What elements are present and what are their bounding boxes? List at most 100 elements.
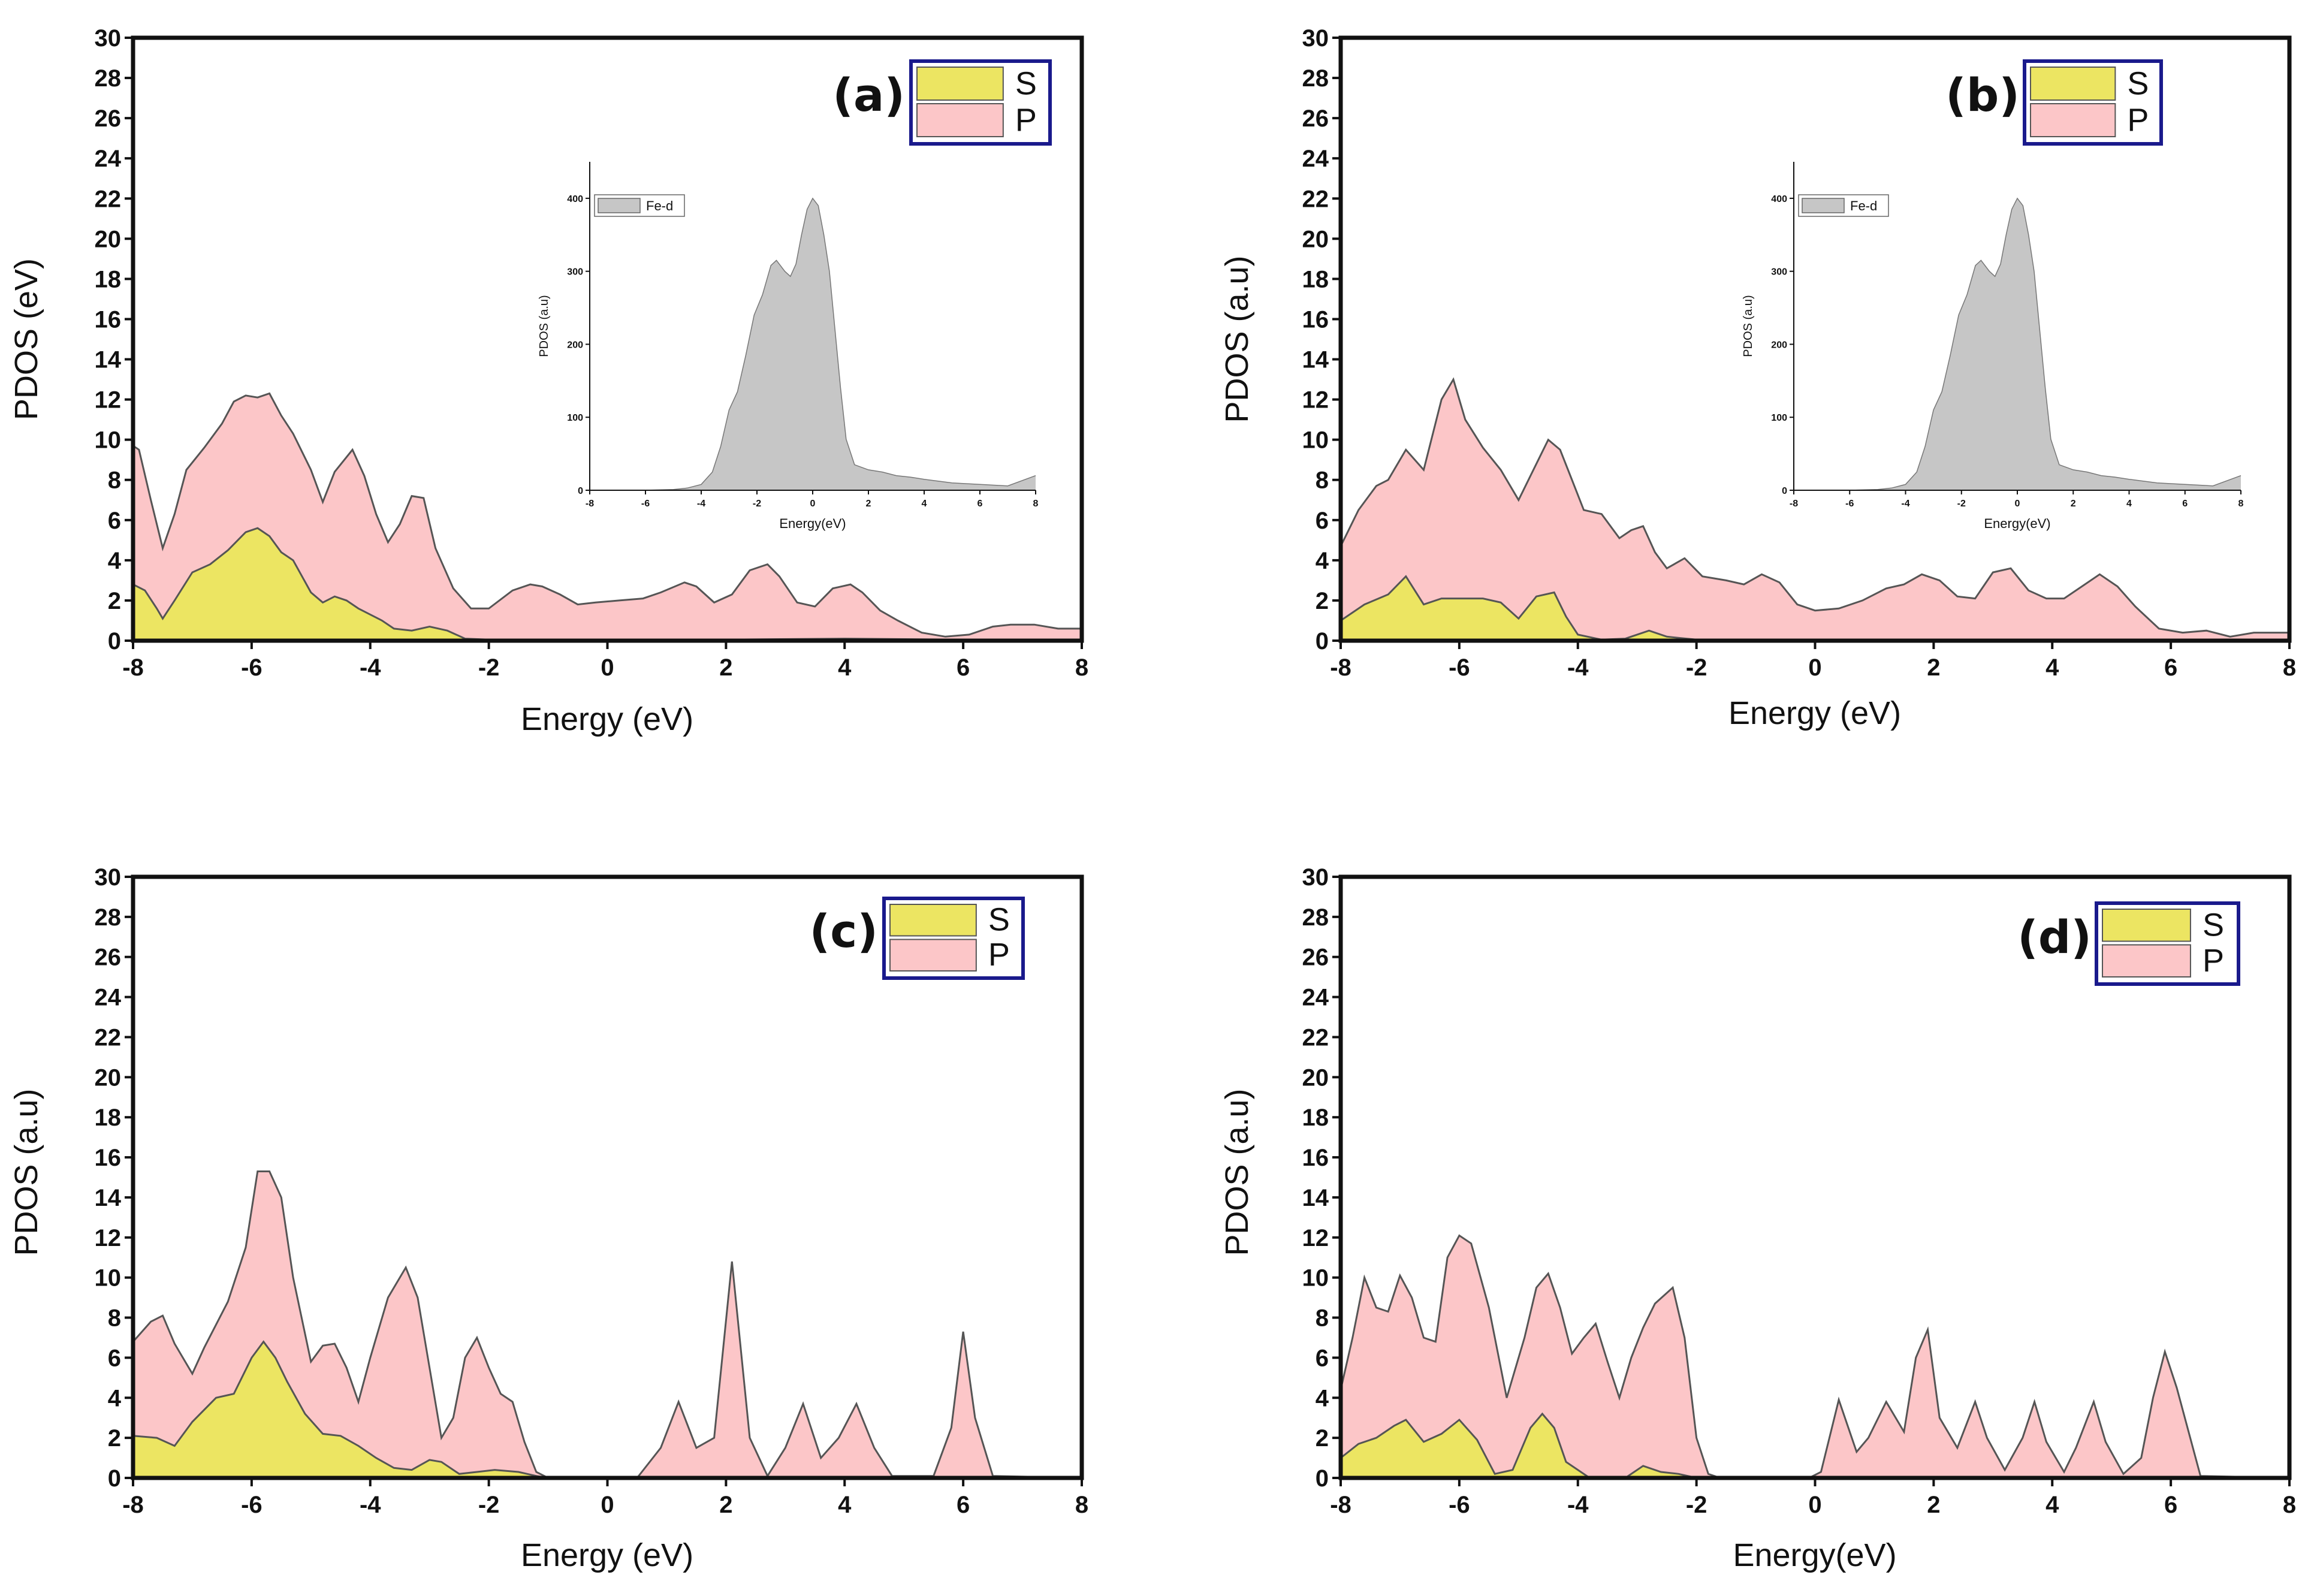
y-tick-label: 4 [1316,1385,1329,1411]
y-tick-label: 0 [108,628,121,654]
inset-legend-label: Fe-d [646,198,673,213]
series-s-curve [133,1340,1082,1478]
plot-frame [131,874,1084,1480]
inset-x-tick-label: -8 [1790,499,1798,509]
y-tick-label: 22 [95,186,122,212]
y-tick-label: 30 [95,864,122,891]
y-tick-label: 4 [108,548,122,574]
y-tick-label: 12 [1302,387,1329,414]
inset-legend-swatch [1802,198,1845,213]
series-fe-d-curve [590,197,1036,491]
legend-label-s: S [2127,66,2149,102]
inset-x-tick-label: 0 [810,499,816,509]
x-tick-label: -2 [1686,654,1707,681]
inset-x-tick-label: 8 [2238,499,2244,509]
y-tick-label: 30 [1302,25,1329,52]
inset-x-tick-label: 6 [978,499,983,509]
inset-legend-label: Fe-d [1850,198,1877,213]
y-tick-label: 20 [95,1064,122,1091]
x-tick-label: 6 [957,654,970,681]
data-layer [1341,1234,2289,1478]
inset-x-tick-label: 8 [1033,499,1039,509]
y-tick-label: 10 [95,427,122,454]
data-layer [133,392,1082,641]
series-p-curve [1341,1234,2289,1478]
y-tick-label: 20 [95,226,122,252]
y-tick-label: 16 [95,306,122,333]
x-tick-label: 4 [838,1492,852,1518]
y-axis-label: PDOS (eV) [8,258,44,420]
inset-x-axis-label: Energy(eV) [779,516,846,531]
legend-label-s: S [988,902,1010,938]
y-tick-label: 18 [95,1105,122,1131]
y-tick-label: 18 [1302,266,1329,292]
legend-swatch-s [889,904,977,937]
legend-swatch-p [2030,103,2116,137]
series-s-curve [1341,1412,2289,1478]
series-p-curve [133,1170,1082,1478]
x-tick-label: 0 [1808,1492,1821,1518]
inset-x-axis-label: Energy(eV) [1984,516,2050,531]
x-axis-label: Energy (eV) [1728,695,1901,731]
y-tick-label: 18 [95,266,122,292]
panel-label: (a) [832,68,905,122]
y-tick-label: 20 [1302,1064,1329,1091]
legend-label-p: P [1015,102,1037,138]
x-tick-label: 0 [1808,654,1821,681]
series-p-area [133,393,1082,641]
legend-swatch-p [2102,944,2191,977]
y-tick-label: 10 [1302,427,1329,454]
x-tick-label: -6 [1449,654,1470,681]
y-tick-label: 24 [95,985,122,1011]
y-tick-label: 22 [95,1024,122,1051]
inset-x-tick-label: 2 [866,499,871,509]
x-tick-label: 2 [1927,654,1940,681]
x-tick-label: 0 [601,654,614,681]
y-axis-label: PDOS (a.u) [8,1088,44,1256]
y-tick-label: 28 [95,904,122,931]
y-tick-label: 30 [1302,864,1329,891]
panel-label: (c) [809,904,878,958]
inset-y-tick-label: 200 [567,340,583,350]
legend: SP [909,59,1052,146]
y-tick-label: 20 [1302,226,1329,252]
y-tick-label: 28 [95,65,122,92]
x-tick-label: 2 [1927,1492,1940,1518]
y-tick-label: 0 [108,1465,121,1492]
x-axis-label: Energy (eV) [521,701,693,737]
series-p-area [1341,379,2289,641]
legend-label-p: P [988,937,1010,973]
y-tick-label: 8 [108,1305,121,1332]
y-tick-label: 12 [95,1225,122,1251]
x-tick-label: 8 [2283,654,2296,681]
series-s-area [133,528,1082,641]
inset-x-tick-label: 4 [2126,499,2132,509]
x-tick-label: 4 [2046,1492,2059,1518]
inset-x-tick-label: 0 [2015,499,2020,509]
y-tick-label: 0 [1316,1465,1329,1492]
inset-x-tick-label: -2 [1957,499,1966,509]
inset-y-tick-label: 0 [1782,486,1787,496]
legend: SP [2095,901,2240,986]
y-tick-label: 28 [1302,904,1329,931]
x-tick-label: -6 [1449,1492,1470,1518]
legend-label-p: P [2127,102,2149,138]
y-tick-label: 10 [1302,1265,1329,1292]
inset-y-tick-label: 200 [1771,340,1787,350]
x-axis-label: Energy(eV) [1733,1537,1896,1573]
panel-label: (d) [2017,910,2092,964]
inset-y-axis-label: PDOS (a.u) [1742,295,1755,357]
x-tick-label: -6 [241,1492,263,1518]
y-axis-label: PDOS (a.u) [1219,1088,1255,1256]
y-tick-label: 10 [95,1265,122,1292]
y-tick-label: 24 [95,146,122,172]
legend: SP [882,897,1025,980]
y-tick-label: 14 [95,1185,122,1211]
data-layer [133,1170,1082,1478]
y-tick-label: 6 [1316,1345,1329,1371]
inset-y-tick-label: 100 [1771,413,1787,423]
x-tick-label: -4 [360,654,381,681]
inset-y-axis-label: PDOS (a.u) [538,295,551,357]
x-tick-label: 6 [2164,654,2177,681]
